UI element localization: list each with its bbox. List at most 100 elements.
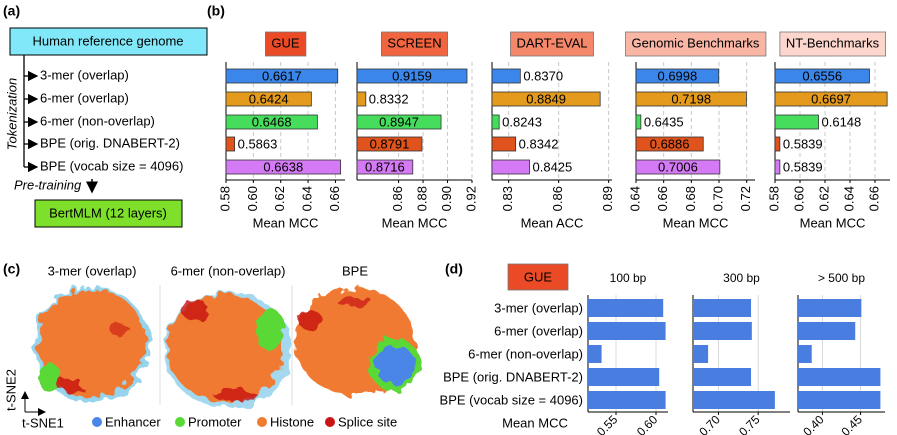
x-tick-label: 0.90 [439, 186, 454, 211]
panel-label: (b) [207, 3, 225, 19]
bar [225, 91, 312, 107]
x-tick-label: 0.70 [710, 186, 725, 211]
x-axis-label: Mean MCC [382, 215, 448, 230]
value-label: 0.6697 [811, 91, 851, 106]
x-tick-label: 0.64 [300, 186, 315, 211]
x-tick-label: 0.66 [866, 186, 881, 211]
bar [225, 114, 318, 130]
bar [635, 68, 720, 84]
bar [225, 159, 342, 175]
tsne-title: 6-mer (non-overlap) [171, 263, 286, 278]
x-tick-label: 0.64 [841, 186, 856, 211]
x-tick-label: 0.68 [683, 186, 698, 211]
legend-label: Splice site [338, 414, 397, 429]
chart-title: DART-EVAL [516, 35, 587, 50]
value-label: 0.6998 [657, 68, 697, 83]
value-label: 0.5839 [783, 136, 823, 151]
panel-label: (c) [3, 261, 20, 277]
bar [693, 299, 752, 317]
category-label: 6-mer (non-overlap) [468, 346, 583, 361]
chart-title: > 500 bp [818, 271, 865, 285]
bar [491, 114, 500, 130]
title-box [625, 31, 767, 57]
category-label: BPE (vocab size = 4096) [440, 392, 583, 407]
badge-label: GUE [524, 269, 553, 284]
x-tick-label: 0.83 [500, 186, 515, 211]
bar [588, 299, 664, 317]
bar [693, 345, 709, 363]
x-tick-label: 0.58 [766, 186, 781, 211]
bar [693, 391, 775, 409]
legend-swatch [175, 417, 185, 427]
bar [774, 136, 781, 152]
bar [356, 68, 468, 84]
value-label: 0.6556 [802, 68, 842, 83]
category-label: 6-mer (overlap) [494, 323, 583, 338]
bar [774, 159, 781, 175]
bar [588, 322, 666, 340]
bar [225, 136, 236, 152]
method-label: 6-mer (overlap) [40, 90, 129, 105]
x-tick-label: 0.86 [550, 186, 565, 211]
x-tick-label: 0.40 [800, 412, 827, 435]
tokenization-label: Tokenization [4, 78, 19, 151]
bar [635, 159, 721, 175]
chart-title: 300 bp [723, 271, 760, 285]
genome-label: Human reference genome [32, 33, 183, 48]
badge-box [507, 263, 569, 291]
x-tick-label: 0.45 [839, 412, 866, 435]
value-label: 0.8243 [502, 114, 542, 129]
bar [798, 345, 812, 363]
value-label: 0.8849 [526, 91, 566, 106]
bar [491, 68, 521, 84]
value-label: 0.7006 [658, 159, 698, 174]
model-box [34, 199, 183, 228]
method-label: BPE (vocab size = 4096) [40, 158, 183, 173]
value-label: 0.6617 [262, 68, 302, 83]
tsne-blob [164, 292, 292, 408]
x-axis-label: Mean MCC [800, 215, 866, 230]
bar [635, 114, 642, 130]
method-label: 3-mer (overlap) [40, 67, 129, 82]
chart-title: GUE [271, 35, 300, 50]
value-label: 0.8370 [523, 68, 563, 83]
bar [491, 91, 601, 107]
bar [356, 114, 442, 130]
legend-label: Histone [270, 414, 314, 429]
legend-label: Enhancer [105, 414, 161, 429]
x-axis-label: Mean MCC [502, 415, 568, 430]
bar [798, 391, 881, 409]
bar [588, 345, 602, 363]
bar [774, 91, 888, 107]
value-label: 0.8947 [379, 114, 419, 129]
bar [635, 91, 747, 107]
x-tick-label: 0.62 [272, 186, 287, 211]
x-tick-label: 0.66 [327, 186, 342, 211]
bar [774, 68, 870, 84]
pretraining-label: Pre-training [14, 177, 82, 192]
genome-box [9, 27, 208, 56]
value-label: 0.6468 [252, 114, 292, 129]
chart-title: NT-Benchmarks [786, 35, 880, 50]
chart-title: 100 bp [610, 271, 647, 285]
bar [798, 368, 881, 386]
value-label: 0.6424 [249, 91, 289, 106]
value-label: 0.5839 [783, 159, 823, 174]
bar [491, 136, 517, 152]
x-tick-label: 0.58 [217, 186, 232, 211]
value-label: 0.7198 [671, 91, 711, 106]
panel-label: (d) [445, 261, 463, 277]
category-label: BPE (orig. DNABERT-2) [443, 369, 583, 384]
value-label: 0.5863 [238, 136, 278, 151]
x-tick-label: 0.89 [600, 186, 615, 211]
value-label: 0.8425 [533, 159, 573, 174]
value-label: 0.8716 [365, 159, 405, 174]
bar [693, 322, 752, 340]
value-label: 0.6886 [650, 136, 690, 151]
x-axis-label: Mean ACC [521, 215, 584, 230]
value-label: 0.8342 [519, 136, 559, 151]
x-tick-label: 0.86 [390, 186, 405, 211]
tsne-blob [295, 288, 421, 396]
bar [356, 91, 367, 107]
